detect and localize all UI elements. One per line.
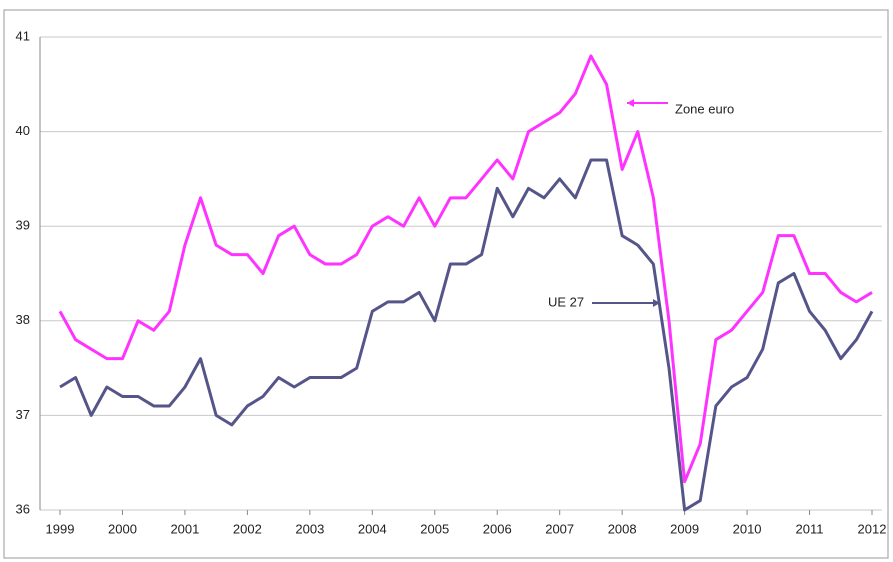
legend-label: UE 27 xyxy=(548,294,584,309)
legend-label: Zone euro xyxy=(675,101,734,116)
x-tick-label: 2007 xyxy=(545,521,574,536)
x-tick-label: 2003 xyxy=(295,521,324,536)
x-tick-label: 2009 xyxy=(670,521,699,536)
x-tick-label: 2005 xyxy=(420,521,449,536)
x-tick-label: 2001 xyxy=(170,521,199,536)
y-tick-label: 40 xyxy=(16,123,30,138)
series-line xyxy=(58,54,873,484)
legend-arrowhead xyxy=(653,299,660,307)
x-tick-label: 2000 xyxy=(108,521,137,536)
x-tick-label: 2002 xyxy=(233,521,262,536)
frame xyxy=(3,9,889,559)
y-tick-label: 36 xyxy=(16,501,30,516)
x-tick-label: 2006 xyxy=(483,521,512,536)
series-line xyxy=(59,158,874,512)
x-tick-label: 2008 xyxy=(608,521,637,536)
x-tick-label: 2010 xyxy=(733,521,762,536)
legend-arrowhead xyxy=(627,99,634,107)
x-tick-label: 2012 xyxy=(858,521,887,536)
y-tick-label: 37 xyxy=(16,407,30,422)
x-tick-label: 2011 xyxy=(796,521,824,536)
x-tick-label: 1999 xyxy=(46,521,75,536)
y-tick-label: 39 xyxy=(16,218,30,233)
x-tick-label: 2004 xyxy=(358,521,387,536)
y-tick-label: 41 xyxy=(16,28,30,43)
y-tick-label: 38 xyxy=(16,312,30,327)
